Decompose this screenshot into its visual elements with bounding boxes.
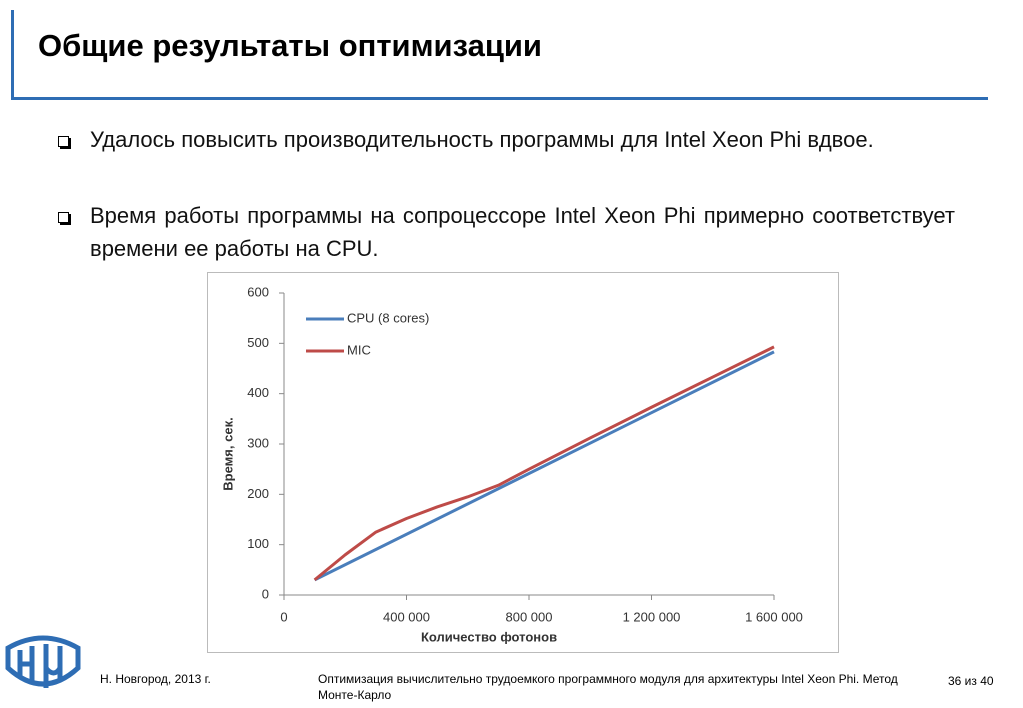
x-tick-label: 1 600 000: [745, 609, 803, 624]
series-line: [313, 350, 775, 582]
footer-center: Оптимизация вычислительно трудоемкого пр…: [318, 672, 898, 702]
bullet: Время работы программы на сопроцессоре I…: [58, 199, 955, 265]
accent-bar: [11, 10, 14, 100]
y-tick-label: 200: [247, 486, 269, 501]
x-tick-label: 400 000: [383, 609, 430, 624]
footer-left: Н. Новгород, 2013 г.: [100, 672, 211, 686]
legend-label: MIC: [347, 342, 371, 357]
bullet: Удалось повысить производительность прог…: [58, 123, 955, 156]
footer-right: 36 из 40: [948, 674, 994, 688]
logo: [5, 635, 81, 688]
slide-title: Общие результаты оптимизации: [38, 28, 542, 63]
x-tick-label: 800 000: [506, 609, 553, 624]
y-tick-label: 600: [247, 284, 269, 299]
y-tick-label: 0: [262, 586, 269, 601]
x-tick-label: 0: [280, 609, 287, 624]
y-tick-label: 400: [247, 385, 269, 400]
legend-label: CPU (8 cores): [347, 310, 429, 325]
bullet-text: Время работы программы на сопроцессоре I…: [90, 203, 955, 261]
y-tick-label: 100: [247, 536, 269, 551]
chart-frame: 0 100 200 300 400 500 600 0 400 000 800 000 1 200 …: [207, 272, 839, 653]
series-line: [313, 345, 775, 582]
y-tick-label: 500: [247, 335, 269, 350]
x-axis-title: Количество фотонов: [421, 629, 557, 644]
bullet-text: Удалось повысить производительность прог…: [90, 127, 874, 152]
y-axis-title: Время, сек.: [220, 417, 235, 490]
x-tick-label: 1 200 000: [623, 609, 681, 624]
header-rule: [11, 97, 988, 100]
y-tick-label: 300: [247, 435, 269, 450]
chart: 0 100 200 300 400 500 600 0 400 000 800 000 1 200 …: [220, 284, 803, 644]
